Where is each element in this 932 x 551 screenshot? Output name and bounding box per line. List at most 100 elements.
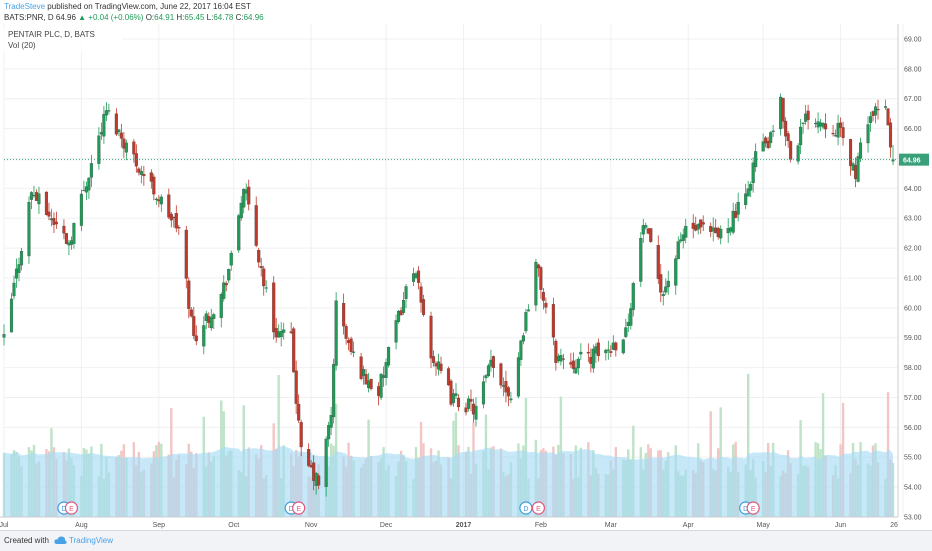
price-tick-label: 62.00 <box>904 246 922 253</box>
candle-body <box>604 349 608 354</box>
candle-body <box>836 123 840 138</box>
ohlc-line: BATS:PNR, D 64.96 ▲ +0.04 (+0.06%) O:64.… <box>4 13 264 22</box>
candle-body <box>731 210 735 233</box>
candle-body <box>474 405 478 420</box>
event-marker-label: E <box>69 506 74 513</box>
author-link[interactable]: TradeSteve <box>4 2 46 11</box>
candle-body <box>72 223 76 244</box>
candle-body <box>681 234 685 241</box>
tradingview-cloud-icon <box>54 536 67 544</box>
candle-body <box>554 340 558 364</box>
candle-body <box>891 159 895 162</box>
earnings-marker[interactable] <box>64 501 79 515</box>
time-tick-label: Jun <box>835 522 846 529</box>
candle-body <box>327 425 331 440</box>
candle-body <box>534 261 538 306</box>
candle-body <box>539 267 543 290</box>
candle-body <box>464 407 468 413</box>
high-value: 65.45 <box>184 13 205 22</box>
candle-body <box>154 198 158 200</box>
candle-body <box>796 145 800 162</box>
low-value: 64.78 <box>213 13 234 22</box>
candle-body <box>159 196 163 205</box>
time-tick-label: Sep <box>153 522 166 529</box>
candle-body <box>481 381 486 405</box>
tradingview-brand[interactable]: TradingView <box>69 536 114 545</box>
candle-body <box>849 139 853 166</box>
symbol-label: BATS:PNR, D <box>4 13 54 22</box>
price-tick-label: 68.00 <box>904 66 922 73</box>
candle-body <box>574 367 578 374</box>
open-label: O: <box>145 13 155 22</box>
candle-body <box>19 251 24 266</box>
candle-body <box>504 381 508 393</box>
price-tick-label: 58.00 <box>904 365 922 372</box>
time-tick-label: 26 <box>890 522 898 529</box>
earnings-marker[interactable] <box>292 501 306 515</box>
candle-body <box>769 132 773 144</box>
candle-body <box>97 135 101 164</box>
current-price-marker <box>899 153 929 166</box>
candle-body <box>561 358 565 360</box>
candle-body <box>421 299 426 315</box>
candle-body <box>659 274 663 293</box>
legend-title: PENTAIR PLC, D, BATS <box>8 30 95 39</box>
last-price: 64.96 <box>55 13 76 22</box>
candle-body <box>631 283 635 310</box>
candle-body <box>27 201 31 257</box>
candle-body <box>684 226 688 238</box>
candle-body <box>352 351 356 353</box>
candle-body <box>509 398 513 401</box>
candle-body <box>621 339 625 354</box>
candle-body <box>17 264 21 273</box>
candle-body <box>384 362 388 378</box>
volume-bar <box>891 462 895 517</box>
candle-body <box>279 331 283 338</box>
candle-body <box>62 225 66 234</box>
candle-body <box>641 225 645 235</box>
price-axis[interactable]: 69.0068.0067.0066.0065.0064.0063.0062.00… <box>897 24 929 522</box>
candle-body <box>299 422 303 448</box>
open-value: 64.91 <box>154 13 175 22</box>
candle-body <box>52 218 56 225</box>
candle-body <box>806 110 810 120</box>
candle-body <box>264 287 268 289</box>
candle-body <box>784 120 788 137</box>
candle-body <box>324 438 328 487</box>
candle-body <box>541 291 545 301</box>
candle-body <box>674 258 678 286</box>
volume-bar <box>821 393 825 517</box>
candle-body <box>521 335 525 342</box>
time-axis[interactable]: Jul Aug Sep Oct Nov Dec 2017 Feb Mar Apr May Jun 26 <box>0 516 898 529</box>
candle-body <box>242 188 246 208</box>
candle-body <box>876 108 880 111</box>
candle-body <box>419 286 423 303</box>
candle-body <box>868 116 873 123</box>
time-tick-label: Mar <box>605 522 618 529</box>
time-tick-label: Apr <box>683 522 695 529</box>
candle-body <box>858 142 863 159</box>
publish-line: TradeSteve published on TradingView.com,… <box>4 2 251 11</box>
earnings-marker[interactable] <box>746 501 760 515</box>
candle-body <box>292 328 296 373</box>
event-marker-label: D <box>289 506 294 513</box>
candle-body <box>174 213 178 229</box>
candle-body <box>262 268 266 287</box>
candle-body <box>184 229 188 279</box>
current-price-label: 64.96 <box>903 158 921 165</box>
candle-body <box>379 373 383 398</box>
price-change: +0.04 (+0.06%) <box>88 13 144 22</box>
candle-body <box>102 114 106 137</box>
volume-bar <box>746 373 750 517</box>
candle-body <box>9 298 14 333</box>
price-tick-label: 66.00 <box>904 126 922 133</box>
candle-body <box>606 349 610 351</box>
candle-body <box>841 127 845 138</box>
candle-body <box>87 177 91 191</box>
candle-body <box>789 141 793 160</box>
candle-body <box>64 233 68 244</box>
earnings-marker[interactable] <box>531 501 546 515</box>
candle-body <box>456 397 461 408</box>
